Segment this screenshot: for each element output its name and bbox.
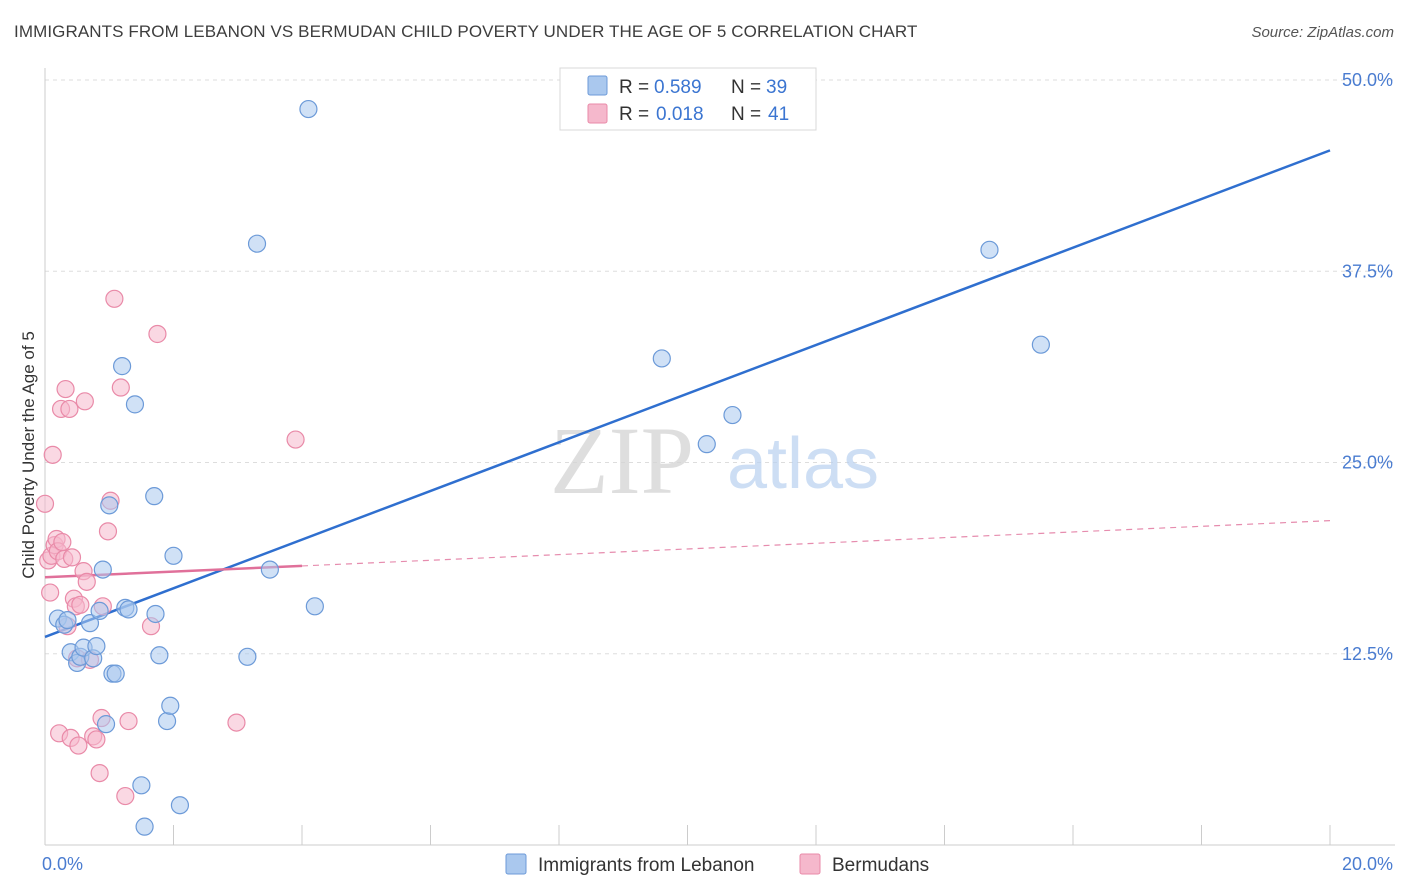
point-blue-29: [238, 647, 257, 666]
point-blue-33: [305, 597, 324, 616]
x-tick-label-0: 0.0%: [42, 854, 83, 874]
x-tick-label-1: 20.0%: [1342, 854, 1393, 874]
point-pink-34: [111, 378, 130, 397]
legend-n-label-1: N =: [731, 77, 761, 98]
correlation-legend: R = 0.589 N = 39 R = 0.018 N = 41: [559, 67, 817, 131]
point-blue-32: [299, 99, 318, 119]
point-pink-2: [41, 583, 60, 602]
point-blue-36: [723, 405, 742, 425]
legend-r-value-2: 0.018: [656, 104, 704, 125]
point-blue-9: [87, 636, 106, 656]
tick-labels: 12.5% 25.0% 37.5% 50.0% 0.0% 20.0%: [42, 70, 1393, 874]
watermark-atlas: atlas: [727, 424, 879, 504]
point-blue-18: [119, 600, 138, 619]
trend-line-pink-dashed: [301, 520, 1331, 567]
point-pink-14: [60, 399, 79, 419]
point-pink-35: [116, 786, 135, 806]
y-tick-label-2: 37.5%: [1342, 261, 1393, 281]
point-blue-35: [697, 435, 716, 454]
point-blue-21: [135, 817, 154, 836]
source-credit: Source: ZipAtlas.com: [1251, 24, 1394, 41]
legend-n-value-2: 41: [768, 104, 789, 125]
point-blue-11: [93, 560, 112, 579]
point-pink-12: [56, 379, 75, 399]
axes: [44, 68, 1395, 846]
point-blue-30: [247, 234, 267, 253]
point-blue-22: [145, 487, 164, 506]
point-blue-38: [1031, 335, 1050, 354]
point-pink-39: [227, 713, 246, 732]
point-blue-26: [161, 696, 180, 715]
point-blue-16: [112, 357, 132, 376]
series-legend-swatch-blue: [505, 853, 527, 875]
point-pink-24: [77, 572, 96, 591]
point-blue-27: [164, 546, 183, 565]
point-blue-15: [106, 664, 125, 683]
point-pink-27: [87, 730, 106, 749]
trend-lines: [44, 149, 1331, 639]
point-pink-20: [69, 736, 88, 755]
point-pink-40: [286, 430, 305, 449]
point-blue-13: [100, 496, 119, 515]
point-pink-36: [119, 711, 138, 731]
point-pink-28: [90, 763, 109, 783]
data-points: [35, 99, 1050, 836]
point-pink-38: [148, 324, 167, 344]
point-blue-20: [132, 776, 151, 795]
legend-n-value-1: 39: [766, 77, 787, 98]
point-blue-23: [146, 604, 165, 624]
series-legend-label-lebanon: Immigrants from Lebanon: [538, 855, 755, 876]
point-blue-19: [125, 395, 145, 414]
point-pink-0: [35, 494, 55, 513]
legend-swatch-blue: [587, 75, 608, 96]
point-blue-10: [90, 601, 109, 621]
y-tick-label-3: 50.0%: [1342, 70, 1393, 90]
watermark-zip: ZIP: [550, 407, 694, 514]
chart-title: IMMIGRANTS FROM LEBANON VS BERMUDAN CHIL…: [14, 22, 918, 41]
series-legend: Immigrants from Lebanon Bermudans: [505, 853, 929, 876]
y-axis-label: Child Poverty Under the Age of 5: [19, 331, 38, 579]
point-blue-7: [80, 614, 100, 633]
point-blue-31: [260, 560, 279, 579]
point-pink-23: [75, 392, 94, 411]
point-pink-21: [71, 595, 90, 614]
series-legend-swatch-pink: [799, 853, 821, 875]
point-blue-28: [170, 796, 190, 815]
series-legend-label-bermudans: Bermudans: [832, 855, 929, 876]
legend-r-label-1: R =: [619, 77, 649, 98]
point-blue-12: [96, 715, 116, 734]
y-tick-label-0: 12.5%: [1342, 644, 1393, 664]
trend-line-blue-solid: [44, 149, 1331, 639]
point-blue-37: [980, 240, 999, 259]
point-pink-31: [98, 522, 118, 541]
legend-r-value-1: 0.589: [654, 77, 702, 98]
zipatlas-watermark: ZIP atlas: [550, 407, 879, 514]
point-blue-2: [58, 610, 77, 630]
point-pink-4: [43, 445, 62, 464]
legend-n-label-2: N =: [731, 104, 761, 125]
point-blue-24: [150, 646, 169, 665]
point-blue-34: [652, 349, 671, 368]
point-pink-33: [105, 289, 124, 308]
point-pink-10: [53, 532, 72, 552]
legend-r-label-2: R =: [619, 104, 649, 125]
point-pink-16: [62, 548, 82, 567]
legend-swatch-pink: [587, 103, 608, 124]
y-tick-label-1: 25.0%: [1342, 453, 1393, 473]
point-blue-25: [157, 711, 177, 731]
